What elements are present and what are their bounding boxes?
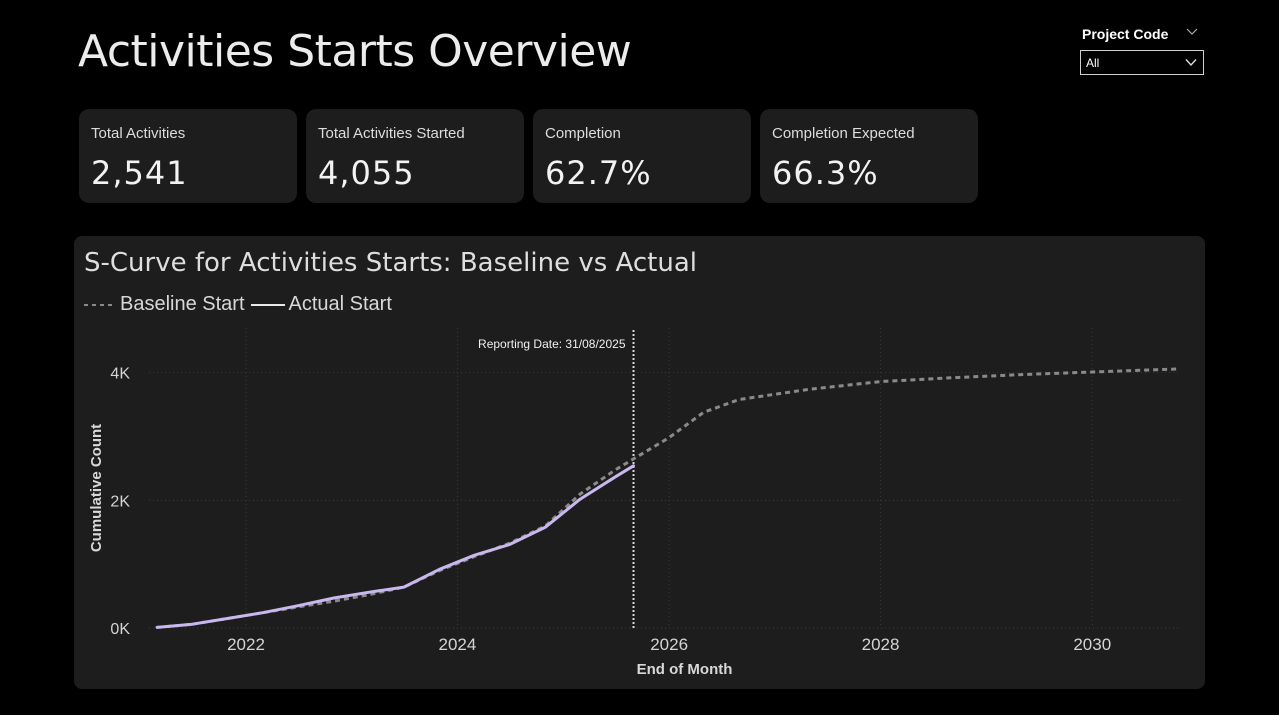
chart-legend: Baseline Start Actual Start <box>84 293 398 316</box>
chevron-down-icon <box>1185 59 1197 67</box>
s-curve-plot: 0K 2K 4K 2022 2024 2026 2028 2030 End of Month Cu… <box>88 328 1181 678</box>
y-axis-label: Cumulative Count <box>88 424 105 552</box>
dashed-line-swatch <box>84 303 116 306</box>
x-axis-label: End of Month <box>637 661 733 678</box>
kpi-total-activities-started: Total Activities Started 4,055 <box>306 109 524 203</box>
y-tick-label: 4K <box>110 366 130 383</box>
kpi-label: Total Activities Started <box>318 125 465 142</box>
project-code-select[interactable]: All <box>1080 50 1204 75</box>
y-tick-label: 0K <box>110 621 130 638</box>
x-tick-label: 2030 <box>1073 635 1111 654</box>
kpi-completion-expected: Completion Expected 66.3% <box>760 109 978 203</box>
kpi-total-activities: Total Activities 2,541 <box>79 109 297 203</box>
kpi-value: 66.3% <box>772 154 879 192</box>
s-curve-chart-card: S-Curve for Activities Starts: Baseline … <box>74 236 1205 689</box>
x-tick-label: 2024 <box>439 635 477 654</box>
chart-title: S-Curve for Activities Starts: Baseline … <box>84 248 697 278</box>
kpi-value: 2,541 <box>91 154 188 192</box>
page-title: Activities Starts Overview <box>78 26 632 77</box>
baseline-start-line <box>156 367 1181 629</box>
filter-label: Project Code <box>1082 26 1169 42</box>
reporting-date-label: Reporting Date: 31/08/2025 <box>478 337 626 351</box>
legend-label: Actual Start <box>288 293 392 315</box>
solid-line-swatch <box>250 303 285 306</box>
legend-item-actual[interactable]: Actual Start <box>250 293 392 316</box>
chevron-down-icon[interactable] <box>1186 27 1198 37</box>
kpi-value: 62.7% <box>545 154 652 192</box>
kpi-label: Completion <box>545 125 621 142</box>
actual-start-line <box>155 464 635 629</box>
x-tick-label: 2026 <box>650 635 688 654</box>
x-tick-label: 2028 <box>862 635 900 654</box>
kpi-label: Total Activities <box>91 125 186 142</box>
legend-label: Baseline Start <box>120 293 245 315</box>
kpi-completion: Completion 62.7% <box>533 109 751 203</box>
filter-value: All <box>1086 56 1100 70</box>
kpi-label: Completion Expected <box>772 125 915 142</box>
project-code-filter[interactable]: Project Code All <box>1080 24 1206 75</box>
x-tick-label: 2022 <box>227 635 265 654</box>
kpi-value: 4,055 <box>318 154 415 192</box>
legend-item-baseline[interactable]: Baseline Start <box>84 293 245 316</box>
y-tick-label: 2K <box>110 493 130 510</box>
